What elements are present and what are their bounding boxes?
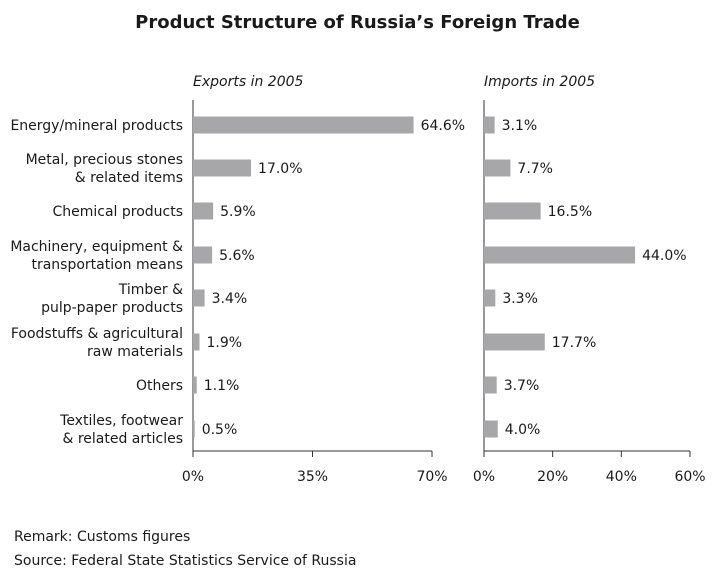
- value-label: 5.6%: [219, 248, 255, 264]
- value-label: 5.9%: [220, 204, 256, 220]
- export-bar: [193, 289, 205, 307]
- x-tick-label: 0%: [182, 469, 204, 485]
- export-bar: [193, 202, 214, 220]
- remark-note: Remark: Customs figures: [14, 529, 191, 545]
- value-label: 17.0%: [258, 161, 302, 177]
- import-bar: [484, 420, 498, 438]
- value-label: 44.0%: [642, 248, 686, 264]
- category-label: pulp-paper products: [41, 300, 183, 316]
- value-label: 3.3%: [502, 291, 538, 307]
- value-label: 1.9%: [206, 335, 242, 351]
- export-bar: [193, 420, 195, 438]
- category-label: Metal, precious stones: [26, 152, 183, 168]
- category-label: Chemical products: [52, 204, 183, 220]
- value-label: 1.1%: [204, 378, 240, 394]
- export-bar: [193, 246, 213, 264]
- category-label: Energy/mineral products: [10, 118, 183, 134]
- import-bar: [484, 159, 511, 177]
- chart-title: Product Structure of Russia’s Foreign Tr…: [135, 12, 580, 33]
- x-tick-label: 70%: [416, 469, 447, 485]
- x-tick-label: 40%: [606, 469, 637, 485]
- value-label: 7.7%: [517, 161, 553, 177]
- category-label: Timber &: [118, 282, 183, 298]
- export-bar: [193, 376, 197, 394]
- category-label: & related items: [75, 170, 183, 186]
- category-label: transportation means: [31, 257, 183, 273]
- import-bar: [484, 116, 495, 134]
- import-bar: [484, 376, 497, 394]
- value-label: 16.5%: [548, 204, 592, 220]
- import-bar: [484, 289, 496, 307]
- export-bar: [193, 116, 414, 134]
- x-tick-label: 0%: [473, 469, 495, 485]
- value-label: 0.5%: [202, 422, 238, 438]
- exports-panel-title: Exports in 2005: [193, 74, 304, 90]
- category-label: Textiles, footwear: [59, 413, 183, 429]
- category-label: Others: [136, 378, 183, 394]
- footnotes: Remark: Customs figures Source: Federal …: [14, 525, 356, 573]
- value-label: 3.7%: [504, 378, 540, 394]
- export-bar: [193, 333, 200, 351]
- value-label: 17.7%: [552, 335, 596, 351]
- source-note: Source: Federal State Statistics Service…: [14, 553, 357, 569]
- value-label: 3.1%: [502, 118, 538, 134]
- x-tick-label: 35%: [297, 469, 328, 485]
- import-bar: [484, 202, 541, 220]
- value-label: 4.0%: [505, 422, 541, 438]
- value-label: 3.4%: [212, 291, 248, 307]
- category-label: & related articles: [62, 431, 183, 447]
- x-tick-label: 20%: [537, 469, 568, 485]
- imports-panel-title: Imports in 2005: [484, 74, 595, 90]
- import-bar: [484, 333, 545, 351]
- x-tick-label: 60%: [674, 469, 705, 485]
- import-bar: [484, 246, 636, 264]
- value-label: 64.6%: [421, 118, 465, 134]
- category-label: Foodstuffs & agricultural: [11, 326, 183, 342]
- category-label: raw materials: [87, 344, 183, 360]
- export-bar: [193, 159, 252, 177]
- category-label: Machinery, equipment &: [10, 239, 183, 255]
